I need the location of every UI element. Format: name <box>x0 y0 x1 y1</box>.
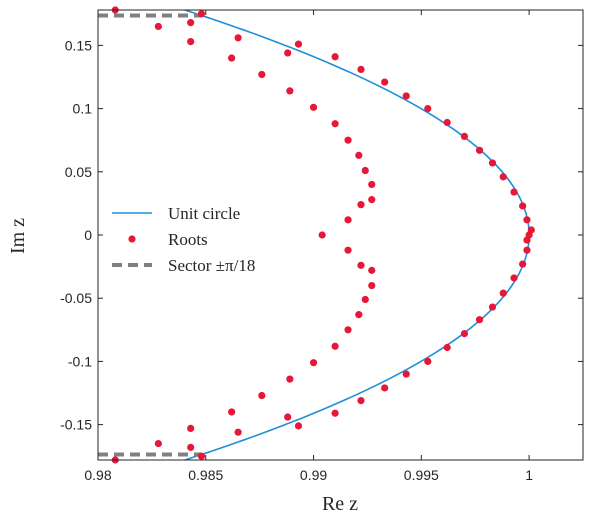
y-axis-label: Im z <box>7 218 29 254</box>
root-point <box>475 146 484 154</box>
root-point <box>344 216 352 224</box>
root-point <box>368 180 376 189</box>
root-point <box>258 70 266 79</box>
root-point <box>154 439 162 448</box>
x-tick-label: 1 <box>525 467 533 483</box>
root-point <box>187 424 195 432</box>
root-point <box>402 370 410 378</box>
root-point <box>258 391 266 400</box>
legend-label-sector: Sector ±π/18 <box>168 256 255 275</box>
y-tick-label: 0.05 <box>65 164 92 180</box>
root-point <box>187 443 195 451</box>
legend-label-unit-circle: Unit circle <box>168 204 240 223</box>
root-point <box>488 303 497 311</box>
root-point <box>499 173 507 181</box>
root-point <box>460 330 469 338</box>
y-tick-label: -0.15 <box>60 417 92 433</box>
root-point <box>344 246 352 254</box>
root-point <box>331 53 339 61</box>
root-point <box>286 375 294 383</box>
legend-label-roots: Roots <box>168 230 208 249</box>
root-point <box>488 159 497 167</box>
root-point <box>475 316 484 324</box>
root-point <box>368 196 376 204</box>
root-point <box>510 274 518 282</box>
root-point <box>344 136 352 144</box>
root-point <box>523 246 531 254</box>
x-tick-label: 0.985 <box>188 467 223 483</box>
legend-background <box>108 196 310 282</box>
root-point <box>309 103 318 111</box>
root-point <box>361 295 369 304</box>
root-point <box>357 65 365 74</box>
root-point <box>368 281 376 290</box>
root-point <box>284 49 292 57</box>
root-point <box>355 151 363 159</box>
root-point <box>228 408 236 416</box>
root-point <box>294 422 303 430</box>
root-point <box>331 342 339 350</box>
x-tick-label: 0.98 <box>84 467 111 483</box>
root-point <box>361 166 369 175</box>
y-axis: 0.15 0.1 0.05 0 -0.05 -0.1 -0.15 <box>60 37 583 433</box>
root-point <box>344 326 352 334</box>
root-point <box>331 120 339 128</box>
root-point <box>519 202 527 210</box>
root-point <box>309 359 318 367</box>
root-point <box>368 266 376 274</box>
root-point <box>510 188 518 196</box>
root-point <box>357 396 365 405</box>
x-axis: 0.98 0.985 0.99 0.995 1 <box>84 10 533 483</box>
root-point <box>381 78 389 86</box>
root-point <box>402 92 410 100</box>
root-point <box>234 428 242 436</box>
sector-layer <box>98 13 202 457</box>
y-tick-label: 0 <box>84 227 92 243</box>
root-point <box>284 413 292 421</box>
legend-swatch-roots <box>128 235 136 243</box>
root-point <box>331 409 339 417</box>
root-point <box>234 34 242 42</box>
root-point <box>197 10 206 18</box>
y-tick-label: -0.1 <box>68 353 92 369</box>
root-point <box>357 261 365 269</box>
y-tick-label: -0.05 <box>60 290 92 306</box>
x-tick-label: 0.995 <box>404 467 439 483</box>
root-point <box>523 236 531 244</box>
root-point <box>187 19 195 27</box>
root-point <box>228 54 236 62</box>
root-point <box>424 105 432 113</box>
root-point <box>197 452 206 460</box>
y-tick-label: 0.1 <box>73 101 93 117</box>
root-point <box>523 216 531 224</box>
root-point <box>355 311 363 319</box>
root-point <box>187 38 195 46</box>
x-axis-label: Re z <box>322 493 358 515</box>
root-point <box>443 118 451 127</box>
root-point <box>381 384 389 392</box>
x-tick-label: 0.99 <box>300 467 327 483</box>
legend: Unit circle Roots Sector ±π/18 <box>108 196 310 282</box>
root-point <box>318 231 326 239</box>
root-point <box>357 201 365 209</box>
root-point <box>424 357 432 365</box>
root-point <box>294 40 303 48</box>
root-point <box>519 260 527 268</box>
root-point <box>286 87 294 95</box>
root-point <box>443 343 451 352</box>
root-point <box>154 22 162 31</box>
root-point <box>460 132 469 140</box>
y-tick-label: 0.15 <box>65 37 92 53</box>
root-point <box>499 289 507 297</box>
